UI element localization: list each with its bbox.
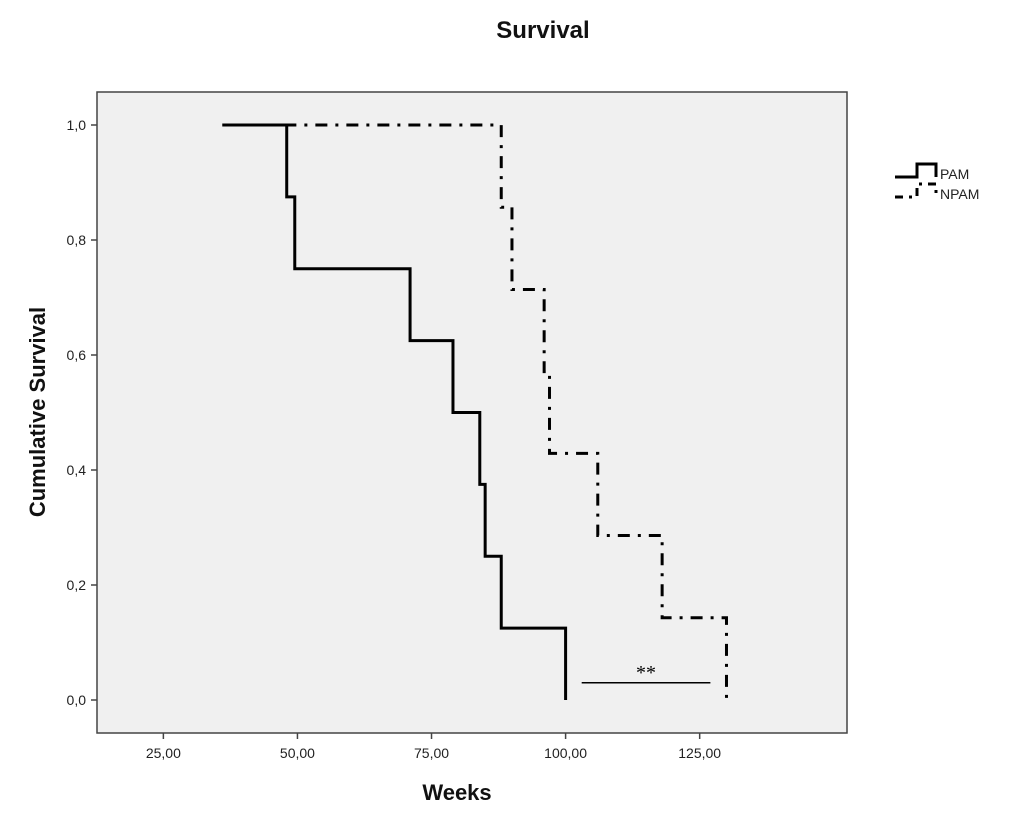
legend-npam-swatch [895, 182, 938, 199]
x-tick-label: 100,00 [544, 745, 587, 761]
series-npam-curve [222, 123, 728, 700]
legend-pam-label: PAM [940, 166, 969, 182]
x-axis-label: Weeks [422, 780, 491, 805]
legend-npam-label: NPAM [940, 186, 979, 202]
chart-title: Survival [496, 17, 589, 44]
significance-label: ** [636, 662, 656, 684]
x-tick-label: 25,00 [146, 745, 181, 761]
y-axis-label: Cumulative Survival [25, 307, 50, 517]
x-tick-label: 125,00 [678, 745, 721, 761]
legend: PAM NPAM [895, 162, 979, 202]
y-tick-label: 1,0 [67, 117, 87, 133]
y-tick-label: 0,2 [67, 577, 87, 593]
x-tick-label: 75,00 [414, 745, 449, 761]
x-tick-label: 50,00 [280, 745, 315, 761]
y-tick-label: 0,4 [67, 462, 87, 478]
series-pam-curve [222, 123, 568, 700]
y-tick-label: 0,0 [67, 692, 87, 708]
y-tick-label: 0,8 [67, 232, 87, 248]
legend-pam-swatch [895, 162, 938, 179]
y-tick-label: 0,6 [67, 347, 87, 363]
